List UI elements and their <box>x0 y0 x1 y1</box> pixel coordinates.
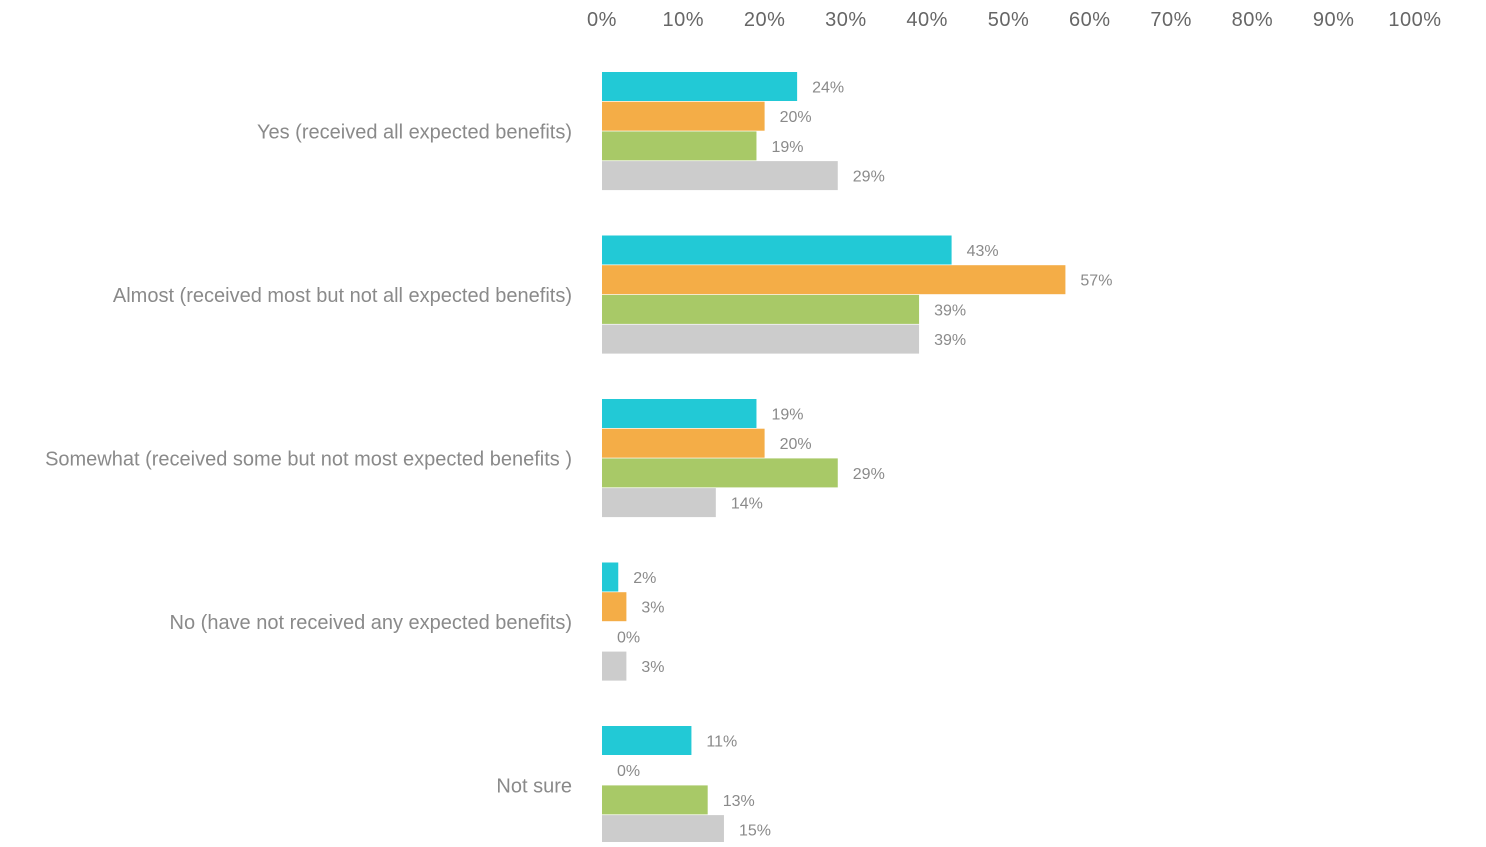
bar-value-label: 2% <box>633 570 656 587</box>
bar-value-label: 20% <box>780 109 812 126</box>
x-tick-label: 100% <box>1388 9 1441 31</box>
bar-value-label: 29% <box>853 169 885 186</box>
bar <box>602 324 920 354</box>
bar <box>602 488 716 518</box>
category-label: Almost (received most but not all expect… <box>113 285 572 307</box>
x-tick-label: 90% <box>1313 9 1355 31</box>
bar-value-label: 39% <box>934 332 966 349</box>
bar-value-label: 20% <box>780 436 812 453</box>
bar-value-label: 24% <box>812 80 844 97</box>
bar <box>602 72 798 101</box>
category-labels: Yes (received all expected benefits) Almo… <box>45 121 572 797</box>
bar-value-label: 0% <box>617 629 640 646</box>
bar-value-label: 3% <box>641 600 664 617</box>
x-tick-label: 10% <box>663 9 705 31</box>
x-tick-label: 60% <box>1069 9 1111 31</box>
bar <box>602 265 1066 295</box>
bar-value-label: 0% <box>617 763 640 780</box>
bar <box>602 785 708 815</box>
data-labels: 24%20%19%29%43%57%39%39%19%20%29%14%2%3%… <box>617 80 1112 840</box>
category-label: Not sure <box>496 775 572 797</box>
bar <box>602 131 757 161</box>
bar-value-label: 19% <box>771 139 803 156</box>
bars <box>602 72 1066 845</box>
x-tick-label: 30% <box>825 9 867 31</box>
bar-value-label: 29% <box>853 466 885 483</box>
bar-value-label: 13% <box>723 793 755 810</box>
bar-value-label: 19% <box>771 407 803 424</box>
bar <box>602 101 765 131</box>
bar-value-label: 11% <box>706 734 737 751</box>
bar-value-label: 43% <box>967 243 999 260</box>
x-axis: 0% 10% 20% 30% 40% 50% 60% 70% 80% 90% 100% <box>587 9 1441 31</box>
x-tick-label: 50% <box>988 9 1030 31</box>
bar <box>602 294 920 324</box>
bar <box>602 815 724 845</box>
bar <box>602 399 757 428</box>
category-label: Yes (received all expected benefits) <box>257 121 572 143</box>
bar <box>602 651 627 681</box>
bar-value-label: 57% <box>1080 273 1112 290</box>
bar-value-label: 15% <box>739 823 771 840</box>
x-tick-label: 80% <box>1232 9 1274 31</box>
x-tick-label: 20% <box>744 9 786 31</box>
bar <box>602 726 692 755</box>
bar <box>602 161 838 191</box>
category-label: No (have not received any expected benef… <box>170 612 572 634</box>
bar <box>602 458 838 488</box>
bar <box>602 428 765 458</box>
bar <box>602 592 627 622</box>
category-label: Somewhat (received some but not most exp… <box>45 448 572 470</box>
bar-value-label: 3% <box>641 659 664 676</box>
x-tick-label: 70% <box>1150 9 1192 31</box>
x-tick-label: 0% <box>587 9 617 31</box>
bar <box>602 562 619 592</box>
x-tick-label: 40% <box>906 9 948 31</box>
bar-value-label: 39% <box>934 302 966 319</box>
bar <box>602 235 952 265</box>
bar-value-label: 14% <box>731 496 763 513</box>
